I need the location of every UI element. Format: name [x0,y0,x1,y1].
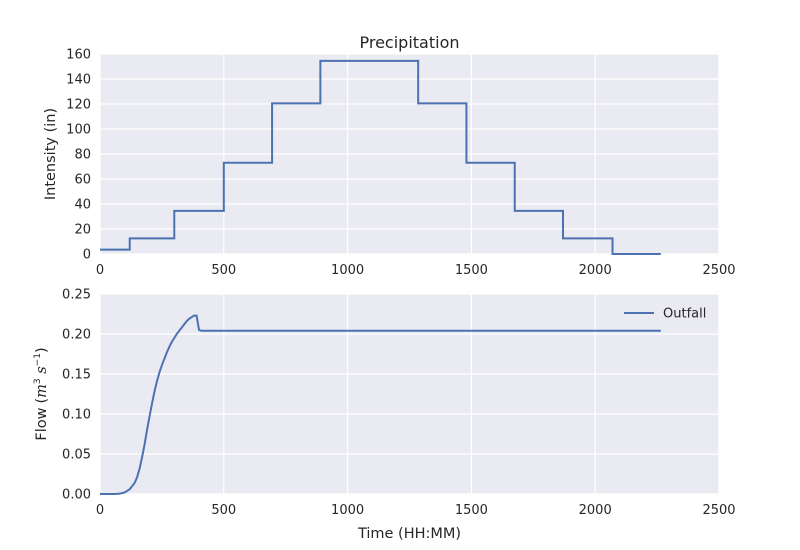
y-axis-label: Flow (m3 s−1) [33,347,50,440]
y-tick-label: 0 [83,248,91,263]
y-axis-label-paren: ( [34,398,50,404]
y-tick-label: 160 [66,48,91,63]
legend-label: Outfall [663,307,706,322]
series-line-0 [100,314,661,495]
x-tick-label: 1500 [455,503,488,518]
y-tick-label: 0.15 [62,368,91,383]
y-tick-label: 100 [66,123,91,138]
x-tick-label: 1000 [331,263,364,278]
y-axis-label-unit: s [34,366,50,378]
y-tick-label: 20 [74,223,91,238]
x-tick-label: 1500 [455,263,488,278]
x-axis-label: Time (HH:MM) [357,526,461,542]
x-tick-label: 2500 [702,503,735,518]
x-tick-label: 2000 [579,503,612,518]
y-tick-label: 80 [74,148,91,163]
y-tick-label: 0.20 [62,328,91,343]
y-axis-label: Intensity (in) [43,108,59,200]
x-tick-label: 500 [211,503,236,518]
y-tick-label: 140 [66,73,91,88]
y-tick-label: 40 [74,198,91,213]
x-tick-label: 2000 [579,263,612,278]
y-tick-label: 120 [66,98,91,113]
y-tick-label: 0.00 [62,488,91,503]
x-tick-label: 0 [96,263,104,278]
y-axis-label-paren: ) [34,347,50,353]
series-line-0 [100,59,661,255]
y-axis-label-exponent: −1 [33,353,43,366]
x-tick-label: 500 [211,263,236,278]
y-tick-label: 0.25 [62,288,91,303]
y-tick-label: 0.05 [62,448,91,463]
precipitation-chart: 0 500 1000 1500 2000 2500 0 20 40 60 80 100 120 140 16… [43,33,736,278]
plot-area [100,294,719,494]
x-tick-label: 2500 [702,263,735,278]
y-axis-label-unit: m [34,384,50,398]
y-tick-label: 0.10 [62,408,91,423]
y-axis-label-exponent: 3 [33,378,43,384]
y-axis-label-text: Flow [34,407,50,440]
chart-title: Precipitation [359,33,459,52]
x-tick-label: 1000 [331,503,364,518]
y-tick-label: 60 [74,173,91,188]
x-tick-label: 0 [96,503,104,518]
flow-chart: 0 500 1000 1500 2000 2500 0.00 0.05 0.10 0.15 0.20… [33,288,736,543]
